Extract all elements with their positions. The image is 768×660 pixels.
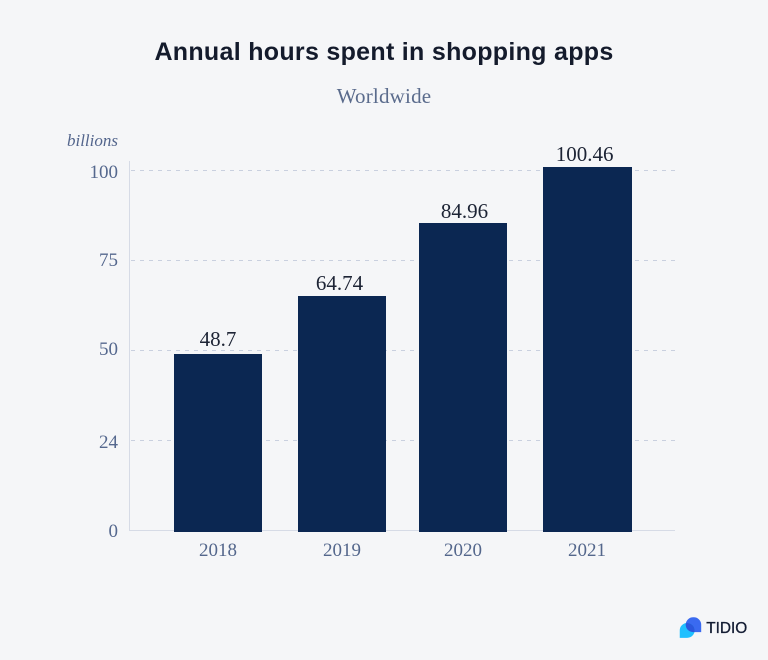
svg-text:TIDIO: TIDIO	[706, 620, 747, 637]
